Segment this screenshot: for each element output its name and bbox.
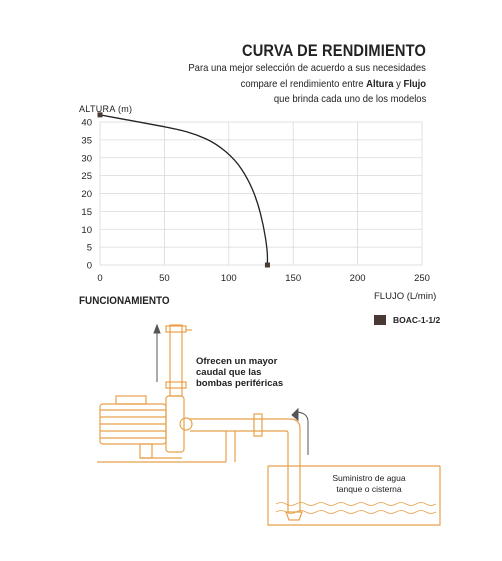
y-axis-label: ALTURA (m)	[79, 104, 133, 114]
foot-valve	[285, 511, 303, 521]
legend-swatch	[374, 315, 386, 325]
legend-label: BOAC-1-1/2	[393, 315, 441, 325]
performance-chart: 0 5 10 15 20 25 30 35 40 0 50 100 150 200 250	[81, 112, 430, 284]
x-axis-label: FLUJO (L/min)	[374, 291, 437, 302]
pump-head	[165, 395, 185, 453]
x-tick-label: 150	[285, 273, 301, 284]
pump-motor	[99, 403, 167, 445]
y-tick-label: 0	[87, 261, 92, 272]
y-tick-label: 15	[81, 207, 92, 218]
discharge-pipe	[169, 324, 183, 397]
tank-caption: Suministro de agua tanque o cisterna	[332, 473, 406, 494]
y-tick-label: 30	[81, 153, 92, 164]
subtitle-line-3: que brinda cada uno de los modelos	[273, 93, 426, 105]
series-start-point	[97, 112, 103, 118]
y-tick-label: 40	[81, 118, 92, 129]
suction-pipe	[190, 418, 301, 512]
x-tick-label: 200	[350, 273, 366, 284]
series-end-point	[264, 262, 270, 268]
legend: BOAC-1-1/2	[374, 315, 440, 325]
y-tick-label: 10	[81, 225, 92, 236]
pump-note: Ofrecen un mayor caudal que las bombas p…	[196, 356, 284, 389]
subtitle-line-1: Para una mejor selección de acuerdo a su…	[188, 62, 426, 74]
pipe-union	[253, 413, 263, 437]
x-tick-label: 0	[97, 273, 102, 284]
y-tick-label: 25	[81, 171, 92, 182]
series-line	[99, 114, 269, 265]
y-tick-label: 5	[87, 243, 92, 254]
x-tick-label: 250	[414, 273, 430, 284]
x-tick-label: 50	[159, 273, 170, 284]
y-tick-label: 35	[81, 135, 92, 146]
section-title: FUNCIONAMIENTO	[79, 295, 170, 307]
chart-title: CURVA DE RENDIMIENTO	[241, 41, 426, 60]
x-tick-label: 100	[221, 273, 237, 284]
subtitle-line-2: compare el rendimiento entre Altura y Fl…	[240, 78, 426, 90]
flow-arrow-in	[291, 407, 299, 422]
motor-terminal-box	[115, 395, 147, 405]
y-tick-label: 20	[81, 189, 92, 200]
